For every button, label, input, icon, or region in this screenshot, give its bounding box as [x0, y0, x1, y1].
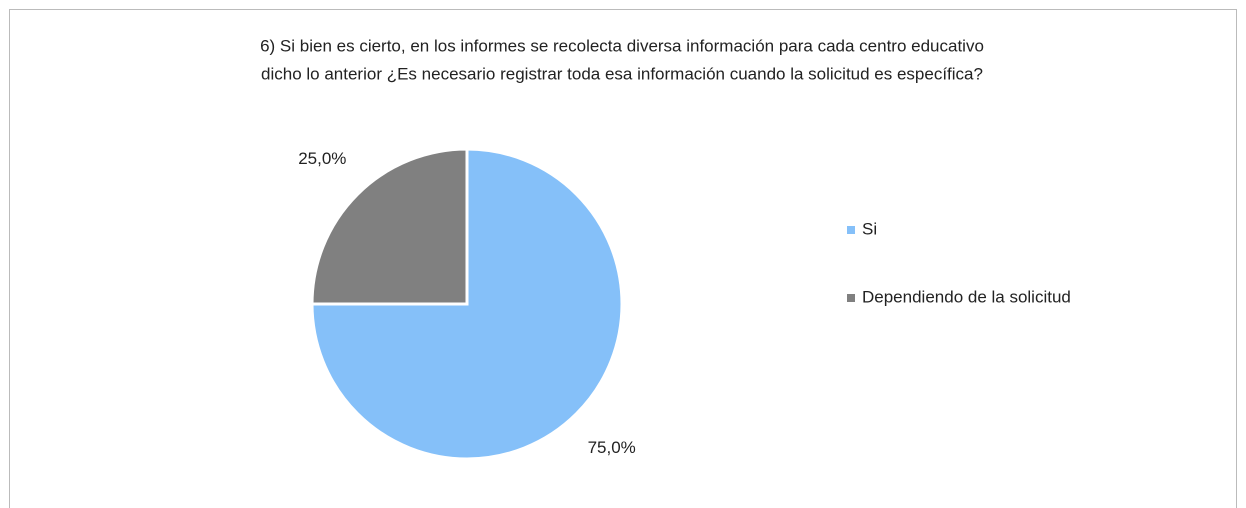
pie-slice	[310, 147, 624, 461]
chart-frame	[9, 9, 1237, 508]
data-label: 25,0%	[298, 149, 346, 168]
legend-swatch	[847, 226, 855, 234]
pie-slice	[310, 147, 469, 306]
legend-label: Dependiendo de la solicitud	[862, 287, 1071, 306]
chart-title: dicho lo anterior ¿Es necesario registra…	[261, 64, 983, 83]
data-label: 75,0%	[588, 438, 636, 457]
legend-label: Si	[862, 219, 877, 238]
chart-title: 6) Si bien es cierto, en los informes se…	[260, 36, 984, 55]
legend-swatch	[847, 294, 855, 302]
